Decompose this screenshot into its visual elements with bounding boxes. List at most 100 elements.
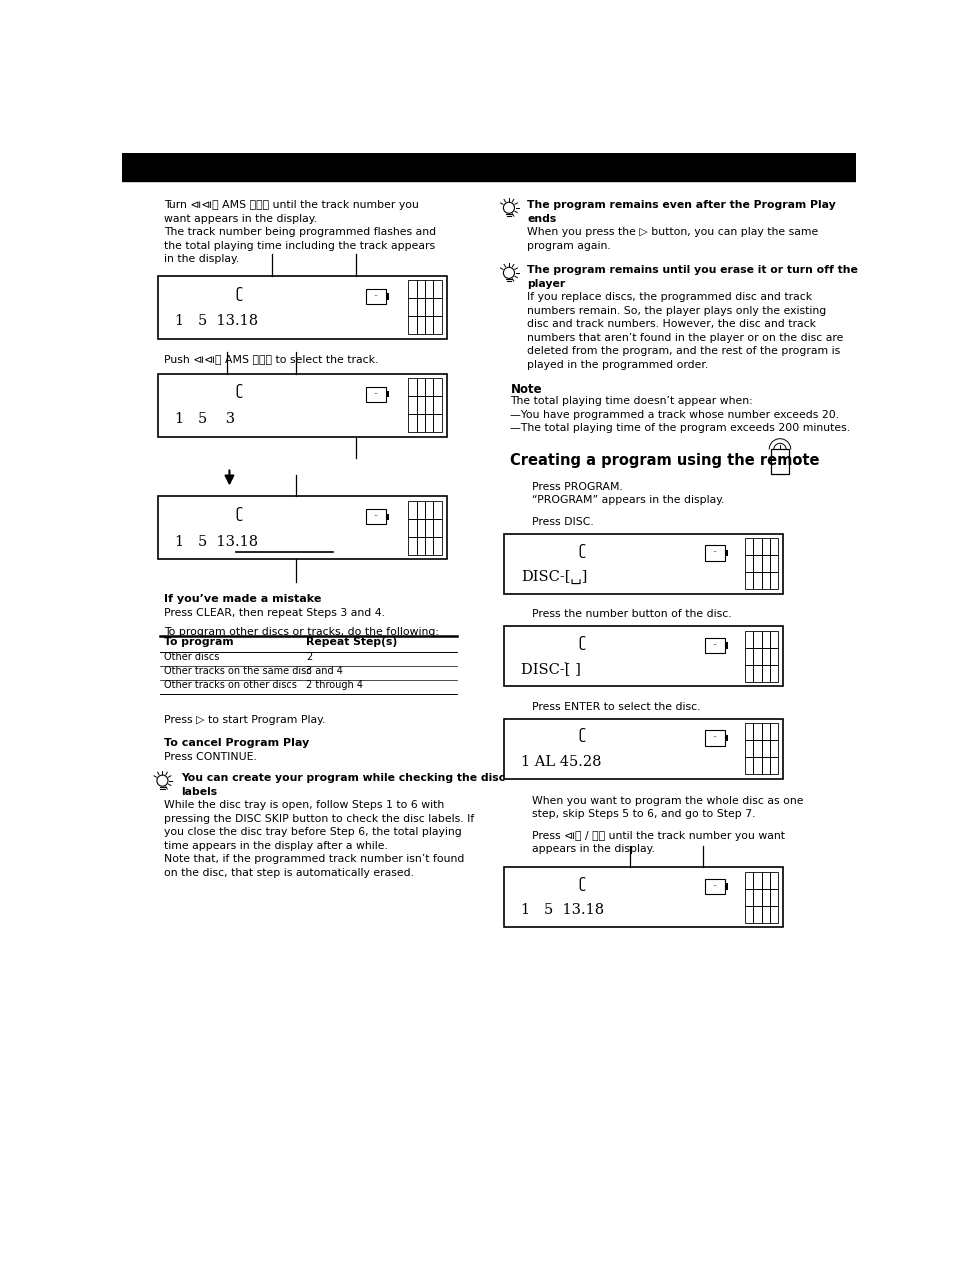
Bar: [743, 665, 752, 682]
Bar: [760, 740, 769, 757]
Bar: [743, 631, 752, 647]
Text: ··: ··: [712, 881, 717, 890]
Bar: [408, 415, 416, 432]
Text: ʗ: ʗ: [578, 876, 585, 890]
Bar: [365, 509, 385, 524]
Text: the total playing time including the track appears: the total playing time including the tra…: [164, 240, 435, 251]
Text: 1 AL 45.28: 1 AL 45.28: [520, 754, 601, 768]
Text: 3 and 4: 3 and 4: [306, 667, 343, 677]
Bar: [385, 392, 389, 397]
Bar: [760, 871, 769, 889]
Bar: [365, 289, 385, 304]
Bar: [433, 415, 441, 432]
Text: Turn ⧏⧏⧈ AMS ⧉⧉⧈ until the track number you: Turn ⧏⧏⧈ AMS ⧉⧉⧈ until the track number …: [164, 201, 418, 210]
Text: ··: ··: [712, 734, 717, 743]
Bar: [760, 665, 769, 682]
Text: 1   5    3: 1 5 3: [174, 412, 234, 426]
Bar: [752, 556, 760, 572]
Bar: [504, 719, 782, 778]
Bar: [433, 519, 441, 537]
Bar: [752, 906, 760, 922]
Text: in the display.: in the display.: [164, 254, 239, 265]
Text: Other tracks on other discs: Other tracks on other discs: [164, 681, 296, 691]
Text: If you’ve made a mistake: If you’ve made a mistake: [164, 594, 321, 604]
Bar: [416, 396, 425, 415]
Bar: [157, 496, 446, 560]
Bar: [760, 538, 769, 556]
Bar: [770, 449, 788, 474]
Text: time appears in the display after a while.: time appears in the display after a whil…: [164, 841, 388, 851]
Bar: [743, 647, 752, 665]
Bar: [385, 294, 389, 300]
Bar: [760, 556, 769, 572]
Bar: [752, 757, 760, 775]
Bar: [504, 868, 782, 927]
Bar: [416, 378, 425, 396]
Text: Repeat Step(s): Repeat Step(s): [306, 636, 397, 646]
Bar: [760, 647, 769, 665]
Text: disc and track numbers. However, the disc and track: disc and track numbers. However, the dis…: [527, 319, 816, 329]
Bar: [760, 906, 769, 922]
Text: When you want to program the whole disc as one: When you want to program the whole disc …: [532, 795, 802, 805]
Text: Press the number button of the disc.: Press the number button of the disc.: [532, 609, 731, 619]
Bar: [433, 317, 441, 335]
Bar: [743, 740, 752, 757]
Bar: [760, 572, 769, 589]
Text: To program: To program: [164, 636, 233, 646]
Text: To program other discs or tracks, do the following:: To program other discs or tracks, do the…: [164, 627, 438, 637]
Text: While the disc tray is open, follow Steps 1 to 6 with: While the disc tray is open, follow Step…: [164, 800, 444, 810]
Bar: [408, 537, 416, 555]
Text: Press PROGRAM.: Press PROGRAM.: [532, 482, 622, 492]
Bar: [416, 299, 425, 317]
Bar: [769, 757, 778, 775]
Bar: [743, 889, 752, 906]
Text: ··: ··: [373, 293, 378, 301]
Text: Creating a program using the remote: Creating a program using the remote: [510, 453, 820, 468]
Text: DISC-[␣]: DISC-[␣]: [520, 570, 587, 584]
Bar: [425, 299, 433, 317]
Bar: [416, 317, 425, 335]
Text: labels: labels: [181, 787, 217, 796]
Text: Other tracks on the same disc: Other tracks on the same disc: [164, 667, 312, 677]
Bar: [408, 299, 416, 317]
Bar: [743, 556, 752, 572]
Bar: [743, 757, 752, 775]
Text: ʗ: ʗ: [234, 384, 242, 398]
Bar: [416, 537, 425, 555]
Bar: [769, 724, 778, 740]
Text: Push ⧏⧏⧈ AMS ⧉⧉⧈ to select the track.: Push ⧏⧏⧈ AMS ⧉⧉⧈ to select the track.: [164, 355, 378, 364]
Text: Press CLEAR, then repeat Steps 3 and 4.: Press CLEAR, then repeat Steps 3 and 4.: [164, 608, 385, 618]
Bar: [365, 387, 385, 402]
Text: ends: ends: [527, 214, 557, 224]
Text: The program remains until you erase it or turn off the: The program remains until you erase it o…: [527, 266, 858, 276]
Bar: [425, 415, 433, 432]
Bar: [752, 724, 760, 740]
Bar: [752, 889, 760, 906]
Bar: [408, 519, 416, 537]
Bar: [743, 871, 752, 889]
Text: ··: ··: [712, 641, 717, 650]
Text: Press DISC.: Press DISC.: [532, 516, 593, 527]
Bar: [752, 665, 760, 682]
Text: If you replace discs, the programmed disc and track: If you replace discs, the programmed dis…: [527, 293, 812, 303]
Bar: [743, 572, 752, 589]
Text: ʗ: ʗ: [234, 506, 242, 520]
Bar: [433, 280, 441, 299]
Bar: [769, 556, 778, 572]
Bar: [416, 280, 425, 299]
Bar: [769, 665, 778, 682]
Text: program again.: program again.: [527, 240, 611, 251]
Bar: [769, 906, 778, 922]
Text: ʗ: ʗ: [578, 636, 585, 650]
Bar: [724, 642, 727, 649]
Bar: [769, 572, 778, 589]
Bar: [425, 317, 433, 335]
Bar: [416, 415, 425, 432]
Text: 1   5  13.18: 1 5 13.18: [520, 903, 604, 917]
Bar: [408, 378, 416, 396]
Text: 1   5  13.18: 1 5 13.18: [174, 534, 257, 548]
Text: ··: ··: [373, 389, 378, 399]
Bar: [752, 538, 760, 556]
Bar: [157, 276, 446, 338]
Text: 2 through 4: 2 through 4: [306, 681, 363, 691]
